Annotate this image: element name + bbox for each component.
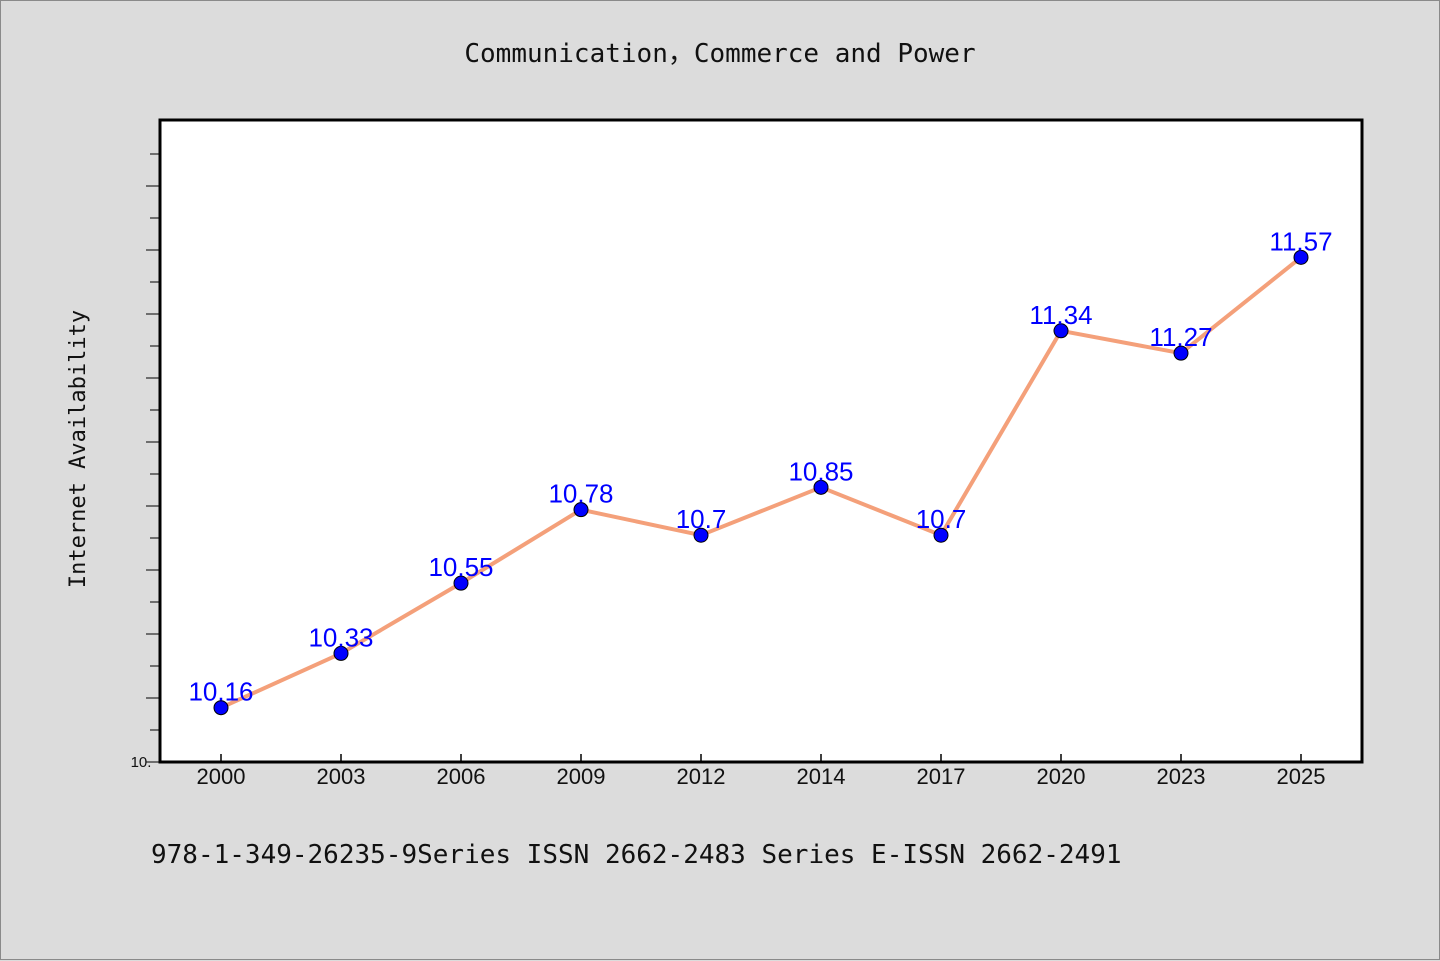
data-point — [1053, 323, 1069, 339]
data-point — [1293, 249, 1309, 265]
x-tick-label: 2020 — [1037, 764, 1086, 789]
data-label: 10.78 — [548, 479, 613, 509]
x-tick-label: 2012 — [677, 764, 726, 789]
x-tick-label: 2006 — [437, 764, 486, 789]
data-point — [1173, 345, 1189, 361]
data-label: 10.85 — [788, 456, 853, 486]
y-tick-label: 10. — [131, 754, 152, 771]
data-label: 10.33 — [308, 622, 373, 652]
footer-text: 978-1-349-26235-9Series ISSN 2662-2483 S… — [151, 840, 1122, 870]
data-label: 10.55 — [428, 552, 493, 582]
data-label: 11.34 — [1029, 300, 1092, 330]
data-label: 10.7 — [916, 504, 967, 534]
data-point — [213, 700, 229, 716]
data-label: 11.27 — [1149, 322, 1212, 352]
y-axis-ticks — [146, 153, 160, 763]
data-point — [573, 502, 589, 518]
data-point — [333, 645, 349, 661]
data-point — [453, 575, 469, 591]
data-point — [813, 479, 829, 495]
x-tick-label: 2003 — [317, 764, 366, 789]
series-line — [219, 255, 1303, 710]
y-axis-label: Internet Availability — [66, 310, 91, 588]
x-tick-label: 2023 — [1157, 764, 1206, 789]
data-point — [693, 527, 709, 543]
x-tick-label: 2014 — [797, 764, 846, 789]
data-label: 10.7 — [676, 504, 727, 534]
x-tick-label: 2017 — [917, 764, 966, 789]
data-label: 11.57 — [1269, 226, 1332, 256]
x-tick-label: 2009 — [557, 764, 606, 789]
x-tick-label: 2000 — [197, 764, 246, 789]
chart-title: Communication，Commerce and Power — [464, 39, 975, 69]
x-axis: 2000 2003 2006 2009 2012 2014 2017 2020 2023 2025 — [197, 754, 1326, 789]
data-label: 10.16 — [188, 677, 253, 707]
plot-area — [158, 118, 1364, 764]
x-tick-label: 2025 — [1277, 764, 1326, 789]
data-series: 10.16 10.33 10.55 10.78 10.7 10.85 10.7 11.34 11… — [188, 226, 1333, 716]
data-point — [933, 527, 949, 543]
